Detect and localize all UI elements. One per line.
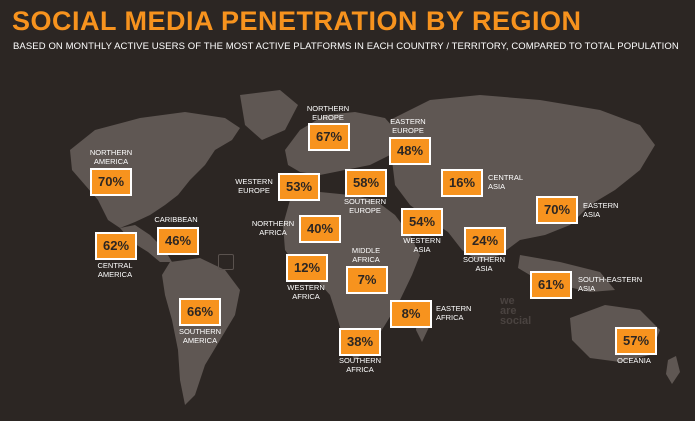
region-badge-eastern-europe: 48% [389,137,431,165]
region-label-central-america: CENTRAL AMERICA [97,261,133,279]
region-badge-southern-asia: 24% [464,227,506,255]
region-label-eastern-asia: EASTERN ASIA [583,201,619,219]
region-label-northern-africa: NORTHERN AFRICA [251,219,295,237]
page-title: SOCIAL MEDIA PENETRATION BY REGION [12,6,582,36]
region-label-southern-europe: SOUTHERN EUROPE [343,197,387,215]
north-america-landmass [70,112,240,228]
region-label-caribbean: CARIBBEAN [154,215,198,224]
region-badge-middle-africa: 7% [346,266,388,294]
region-label-western-africa: WESTERN AFRICA [287,283,325,301]
region-label-western-europe: WESTERN EUROPE [235,177,273,195]
region-badge-central-asia: 16% [441,169,483,197]
region-label-northern-europe: NORTHERN EUROPE [306,104,350,122]
we-are-social-logo: we are social [500,295,532,327]
region-badge-northern-africa: 40% [299,215,341,243]
region-label-western-asia: WESTERN ASIA [403,236,441,254]
region-label-oceania: OCEANIA [617,356,651,365]
region-badge-northern-america: 70% [90,168,132,196]
region-label-eastern-africa: EASTERN AFRICA [436,304,472,322]
region-badge-southern-america: 66% [179,298,221,326]
region-badge-caribbean: 46% [157,227,199,255]
region-badge-south-eastern-asia: 61% [530,271,572,299]
region-badge-central-america: 62% [95,232,137,260]
region-badge-northern-europe: 67% [308,123,350,151]
region-badge-eastern-africa: 8% [390,300,432,328]
region-badge-eastern-asia: 70% [536,196,578,224]
region-label-central-asia: CENTRAL ASIA [488,173,524,191]
south-america-landmass [162,258,240,405]
region-label-south-eastern-asia: SOUTH-EASTERN ASIA [578,275,643,293]
region-badge-western-europe: 53% [278,173,320,201]
asia-landmass [390,95,655,262]
region-badge-western-africa: 12% [286,254,328,282]
region-label-eastern-europe: EASTERN EUROPE [390,117,426,135]
region-badge-oceania: 57% [615,327,657,355]
region-label-northern-america: NORTHERN AMERICA [89,148,133,166]
new-zealand-landmass [666,356,680,384]
region-label-middle-africa: MIDDLE AFRICA [351,246,381,264]
region-label-southern-asia: SOUTHERN ASIA [462,255,506,273]
page-subtitle: BASED ON MONTHLY ACTIVE USERS OF THE MOS… [13,41,679,52]
region-label-southern-america: SOUTHERN AMERICA [178,327,222,345]
region-badge-southern-africa: 38% [339,328,381,356]
greenland-landmass [240,90,298,140]
region-badge-western-asia: 54% [401,208,443,236]
region-badge-southern-europe: 58% [345,169,387,197]
owl-icon [218,254,234,270]
region-label-southern-africa: SOUTHERN AFRICA [338,356,382,374]
